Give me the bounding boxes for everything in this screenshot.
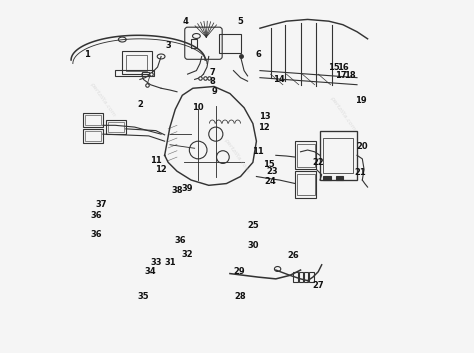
Text: 21: 21 <box>355 168 366 178</box>
Text: 36: 36 <box>175 235 186 245</box>
Text: 31: 31 <box>164 258 176 268</box>
Text: 4: 4 <box>183 17 189 26</box>
Bar <box>295 171 317 198</box>
Text: partzilla.com: partzilla.com <box>223 137 251 173</box>
Text: 27: 27 <box>312 281 324 291</box>
Bar <box>320 131 357 180</box>
Text: 23: 23 <box>266 167 278 176</box>
Text: partzilla.com: partzilla.com <box>329 95 356 131</box>
Text: 35: 35 <box>137 292 149 301</box>
Text: 1: 1 <box>84 50 90 59</box>
Bar <box>323 176 330 180</box>
Bar <box>299 272 303 282</box>
Text: 16: 16 <box>337 62 349 72</box>
Text: 15: 15 <box>263 160 274 169</box>
Bar <box>297 144 315 167</box>
Bar <box>310 272 314 282</box>
Bar <box>191 39 198 48</box>
Text: 34: 34 <box>145 267 156 276</box>
Bar <box>83 113 103 127</box>
Text: 20: 20 <box>356 142 368 151</box>
Text: 32: 32 <box>182 250 193 259</box>
Text: 12: 12 <box>155 165 167 174</box>
Text: 25: 25 <box>247 221 259 231</box>
Text: 12: 12 <box>257 122 269 132</box>
Text: partzilla.com: partzilla.com <box>89 81 117 117</box>
Text: 15: 15 <box>328 62 340 72</box>
Text: 36: 36 <box>90 211 101 220</box>
Text: 38: 38 <box>171 186 183 195</box>
Bar <box>323 138 354 173</box>
Text: 22: 22 <box>312 158 324 167</box>
Bar <box>126 55 147 71</box>
Text: 8: 8 <box>210 77 215 86</box>
Text: 29: 29 <box>233 267 245 276</box>
Text: 28: 28 <box>235 292 246 301</box>
Text: 26: 26 <box>288 251 300 261</box>
Text: 39: 39 <box>182 184 193 193</box>
Text: 11: 11 <box>150 156 162 165</box>
Bar <box>336 176 343 180</box>
Bar <box>85 115 101 125</box>
Text: 13: 13 <box>259 112 271 121</box>
Text: 17: 17 <box>335 71 347 80</box>
Text: 5: 5 <box>237 17 244 26</box>
Text: 30: 30 <box>247 241 259 250</box>
Text: 19: 19 <box>355 96 366 105</box>
Bar <box>293 272 298 282</box>
Bar <box>297 174 315 195</box>
Bar <box>106 120 126 134</box>
Bar <box>122 51 152 74</box>
Bar <box>142 72 149 76</box>
Bar <box>295 141 317 169</box>
Bar <box>115 70 154 76</box>
Text: 18: 18 <box>344 71 356 80</box>
Text: 37: 37 <box>95 200 107 209</box>
Text: 14: 14 <box>273 75 285 84</box>
Bar <box>304 272 308 282</box>
Text: 3: 3 <box>165 41 171 50</box>
Text: 2: 2 <box>137 100 143 109</box>
Bar <box>219 34 240 53</box>
Bar <box>85 131 101 141</box>
Text: 9: 9 <box>211 86 217 96</box>
Text: 10: 10 <box>192 103 204 112</box>
Bar <box>83 129 103 143</box>
Text: 36: 36 <box>90 230 101 239</box>
Text: 11: 11 <box>252 147 264 156</box>
Text: 6: 6 <box>255 50 261 59</box>
Bar <box>108 122 124 132</box>
Text: 7: 7 <box>210 68 215 77</box>
Text: 24: 24 <box>264 177 276 186</box>
Text: 33: 33 <box>150 258 162 268</box>
